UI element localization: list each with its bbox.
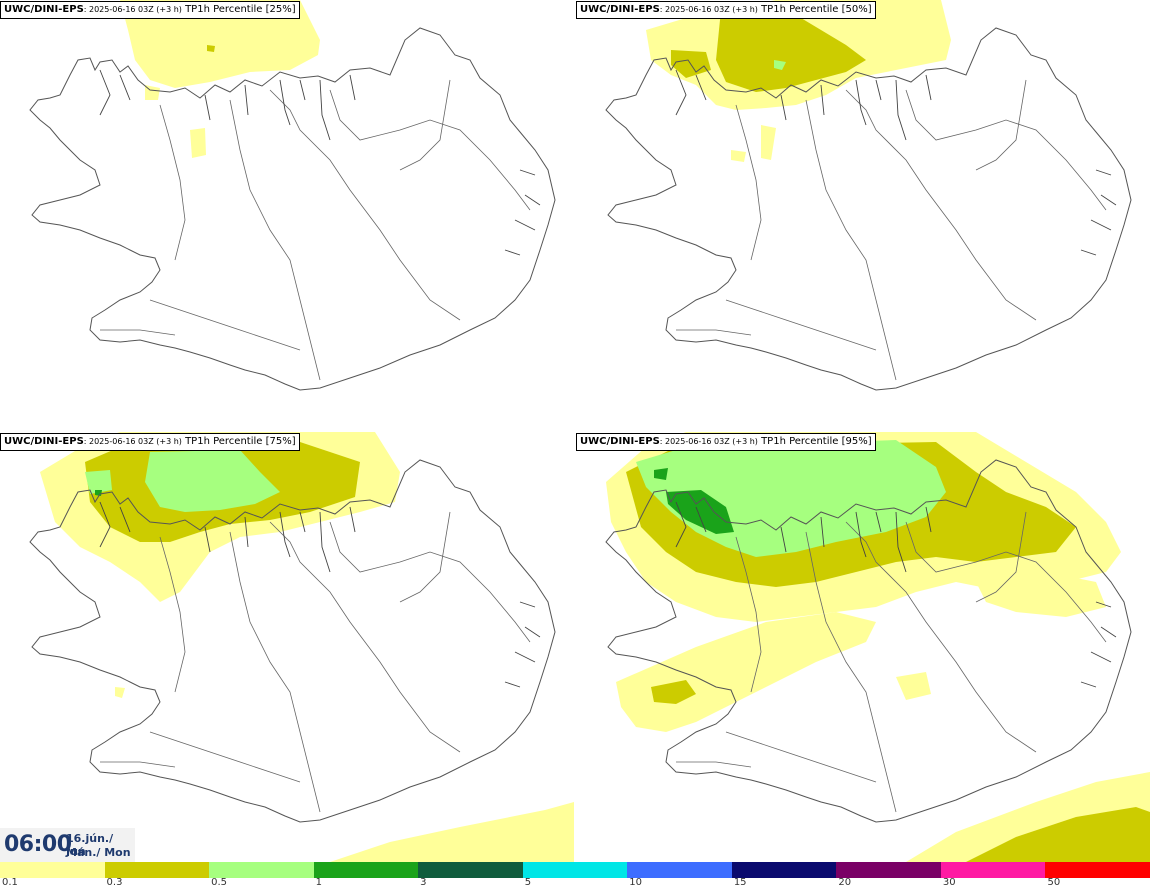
- valid-date-line1: 16.jún./ Jun: [66, 832, 114, 858]
- colorbar-swatch: [104, 862, 210, 878]
- colorbar-tick-label: 1: [315, 877, 322, 888]
- field-name: TP1h Percentile [95%]: [757, 436, 872, 447]
- model-name: UWC/DINI-EPS: [4, 436, 84, 447]
- colorbar-swatch: [940, 862, 1046, 878]
- field-name: TP1h Percentile [75%]: [181, 436, 296, 447]
- colorbar-tick-label: 3: [420, 877, 427, 888]
- colorbar-swatch: [418, 862, 523, 878]
- map-panel-p50: UWC/DINI-EPS: 2025-06-16 03Z (+3 h) TP1h…: [576, 0, 1150, 430]
- colorbar-swatch: [522, 862, 628, 878]
- panel-title: UWC/DINI-EPS: 2025-06-16 03Z (+3 h) TP1h…: [0, 1, 300, 19]
- colorbar-swatch: [627, 862, 732, 878]
- colorbar-ticks: 0.1 0.3 0.5 1 3 5 10 15 20 30 50: [0, 877, 1150, 891]
- colorbar-swatch: [209, 862, 314, 878]
- valid-time-box: 06:00 16.jún./ Jun Mán./ Mon: [0, 828, 135, 862]
- colorbar-tick-label: 0.1: [2, 877, 18, 888]
- colorbar-tick-label: 30: [942, 877, 956, 888]
- run-time: : 2025-06-16 03Z (+3 h): [659, 5, 758, 14]
- precip-map: [605, 432, 1150, 862]
- precip-map: [605, 0, 1132, 391]
- colorbar-swatch: [0, 862, 105, 878]
- run-time: : 2025-06-16 03Z (+3 h): [659, 437, 758, 446]
- run-time: : 2025-06-16 03Z (+3 h): [83, 437, 182, 446]
- valid-time: 06:00: [4, 832, 72, 857]
- map-panel-p95: UWC/DINI-EPS: 2025-06-16 03Z (+3 h) TP1h…: [576, 432, 1150, 862]
- colorbar-tick-label: 0.5: [211, 877, 227, 888]
- panel-title: UWC/DINI-EPS: 2025-06-16 03Z (+3 h) TP1h…: [0, 433, 300, 451]
- model-name: UWC/DINI-EPS: [580, 436, 660, 447]
- field-name: TP1h Percentile [50%]: [757, 4, 872, 15]
- colorbar-tick-label: 0.3: [106, 877, 123, 888]
- precip-map: [29, 0, 556, 391]
- precip-map: [29, 432, 574, 862]
- colorbar-swatch: [1045, 862, 1150, 878]
- colorbar-swatch: [731, 862, 837, 878]
- valid-date-line2: Mán./ Mon: [66, 846, 131, 859]
- colorbar-swatch: [836, 862, 941, 878]
- colorbar-tick-label: 50: [1047, 877, 1061, 888]
- map-panel-p75: UWC/DINI-EPS: 2025-06-16 03Z (+3 h) TP1h…: [0, 432, 574, 862]
- colorbar-tick-label: 20: [838, 877, 852, 888]
- model-name: UWC/DINI-EPS: [4, 4, 84, 15]
- map-panel-p25: UWC/DINI-EPS: 2025-06-16 03Z (+3 h) TP1h…: [0, 0, 574, 430]
- model-name: UWC/DINI-EPS: [580, 4, 660, 15]
- colorbar-tick-label: 5: [524, 877, 532, 888]
- field-name: TP1h Percentile [25%]: [181, 4, 296, 15]
- panel-title: UWC/DINI-EPS: 2025-06-16 03Z (+3 h) TP1h…: [576, 433, 876, 451]
- colorbar-tick-label: 10: [629, 877, 642, 888]
- colorbar-swatch: [313, 862, 419, 878]
- panel-title: UWC/DINI-EPS: 2025-06-16 03Z (+3 h) TP1h…: [576, 1, 876, 19]
- precip-colorbar: [0, 862, 1150, 878]
- run-time: : 2025-06-16 03Z (+3 h): [83, 5, 182, 14]
- colorbar-tick-label: 15: [733, 877, 747, 888]
